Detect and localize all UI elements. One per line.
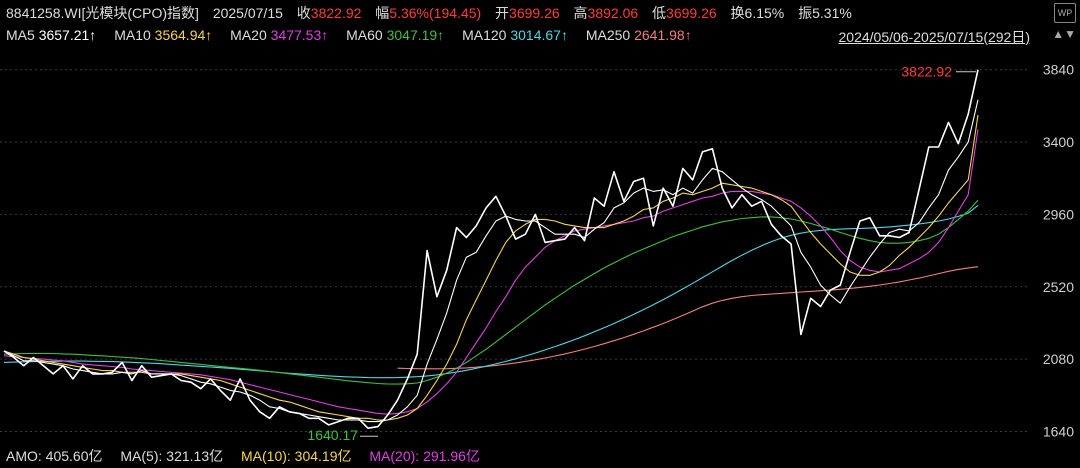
ma-bar: MA5 3657.21↑ MA10 3564.94↑ MA20 3477.53↑…	[6, 27, 1080, 43]
quote-header: 8841258.WI[光模块(CPO)指数] 2025/07/15 收3822.…	[6, 3, 1080, 23]
amo-ma5: MA(5): 321.13亿	[120, 448, 224, 464]
ma250-value: 2641.98↑	[634, 27, 692, 43]
date-range[interactable]: 2024/05/06-2025/07/15(292日)	[838, 29, 1030, 45]
ma5-label: MA5	[6, 27, 35, 43]
ma60-value: 3047.19↑	[386, 27, 445, 43]
open-label: 开	[495, 5, 510, 21]
change-label: 幅	[375, 5, 390, 21]
series-lines	[3, 69, 979, 429]
y-tick-label: 3400	[1043, 134, 1074, 150]
y-tick-label: 2080	[1043, 351, 1074, 367]
wp-icon[interactable]: WP	[1054, 3, 1076, 23]
amplitude-value: 5.31%	[812, 5, 852, 21]
series-line-ma60	[3, 199, 979, 385]
up-arrow-icon[interactable]: ▲	[1052, 27, 1065, 41]
turnover-label: 换	[730, 5, 745, 21]
close-value: 3822.92	[310, 5, 362, 21]
y-tick-label: 2520	[1043, 279, 1074, 295]
y-tick-label: 2960	[1043, 206, 1074, 222]
min-price-label: 1640.17	[307, 427, 358, 443]
amo-ma20: MA(20): 291.96亿	[369, 448, 480, 464]
y-tick-label: 3840	[1043, 62, 1074, 78]
down-arrow-icon[interactable]: ▼	[1064, 27, 1076, 41]
quote-date: 2025/07/15	[212, 5, 283, 21]
change-value: 5.36%(194.45)	[389, 5, 482, 21]
series-line-ma5	[3, 99, 979, 423]
annotations: 3822.92 1640.17	[307, 64, 976, 443]
close-label: 收	[296, 5, 311, 21]
high-label: 高	[573, 5, 588, 21]
ma60-label: MA60	[346, 27, 383, 43]
series-line-ma20	[3, 129, 979, 415]
max-price-label: 3822.92	[901, 64, 952, 80]
arrow-icons[interactable]: ▲▼	[1052, 27, 1076, 41]
amo-ma10: MA(10): 304.19亿	[241, 448, 352, 464]
y-tick-label: 1640	[1043, 423, 1074, 439]
ma20-value: 3477.53↑	[270, 27, 329, 43]
series-line-ma120	[3, 204, 979, 379]
ma120-value: 3014.67↑	[510, 27, 568, 43]
low-value: 3699.26	[666, 5, 717, 21]
ma10-value: 3564.94↑	[154, 27, 213, 43]
ma250-label: MA250	[585, 27, 631, 43]
amplitude-label: 振	[798, 5, 813, 21]
ma5-value: 3657.21↑	[38, 27, 97, 43]
volume-bar: AMO: 405.60亿 MA(5): 321.13亿 MA(10): 304.…	[6, 446, 1080, 466]
amo-value: AMO: 405.60亿	[6, 448, 103, 464]
open-value: 3699.26	[509, 5, 560, 21]
y-axis-ticks: 1640 2080 2520 2960 3400 3840	[1043, 62, 1074, 440]
high-value: 3892.06	[587, 5, 639, 21]
index-code: 8841258.WI[光模块(CPO)指数]	[6, 5, 199, 21]
turnover-value: 6.15%	[744, 5, 785, 21]
series-line-ma250	[397, 266, 979, 370]
low-label: 低	[652, 5, 667, 21]
ma120-label: MA120	[462, 27, 507, 43]
ma10-label: MA10	[114, 27, 151, 43]
series-line-price	[3, 69, 979, 429]
ma20-label: MA20	[230, 27, 267, 43]
